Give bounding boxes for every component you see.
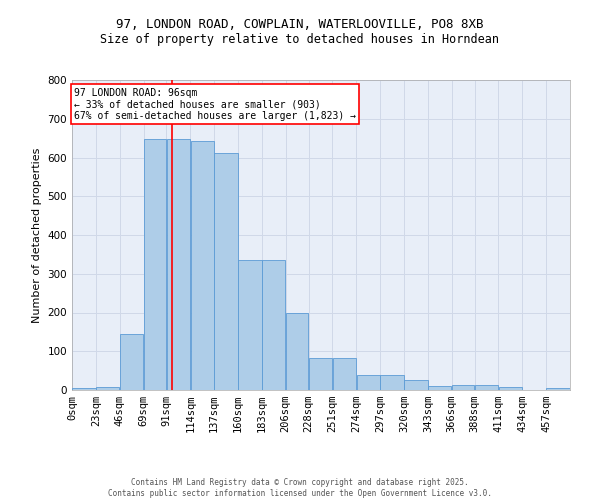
Bar	[475, 386, 498, 390]
Text: 97 LONDON ROAD: 96sqm
← 33% of detached houses are smaller (903)
67% of semi-det: 97 LONDON ROAD: 96sqm ← 33% of detached …	[74, 88, 356, 121]
Bar	[214, 153, 238, 390]
Text: Size of property relative to detached houses in Horndean: Size of property relative to detached ho…	[101, 32, 499, 46]
Bar	[144, 139, 166, 390]
Bar	[238, 260, 262, 390]
Bar	[428, 386, 451, 390]
Text: Contains HM Land Registry data © Crown copyright and database right 2025.
Contai: Contains HM Land Registry data © Crown c…	[108, 478, 492, 498]
Bar	[96, 387, 119, 390]
Bar	[356, 374, 380, 390]
Bar	[286, 312, 308, 390]
Bar	[404, 380, 428, 390]
Bar	[547, 388, 570, 390]
Bar	[120, 334, 143, 390]
Bar	[167, 139, 190, 390]
Bar	[332, 358, 356, 390]
Y-axis label: Number of detached properties: Number of detached properties	[32, 148, 42, 322]
Bar	[309, 358, 332, 390]
Bar	[499, 387, 522, 390]
Bar	[262, 260, 286, 390]
Bar	[452, 386, 474, 390]
Bar	[72, 388, 95, 390]
Bar	[191, 141, 214, 390]
Text: 97, LONDON ROAD, COWPLAIN, WATERLOOVILLE, PO8 8XB: 97, LONDON ROAD, COWPLAIN, WATERLOOVILLE…	[116, 18, 484, 30]
Bar	[380, 376, 404, 390]
